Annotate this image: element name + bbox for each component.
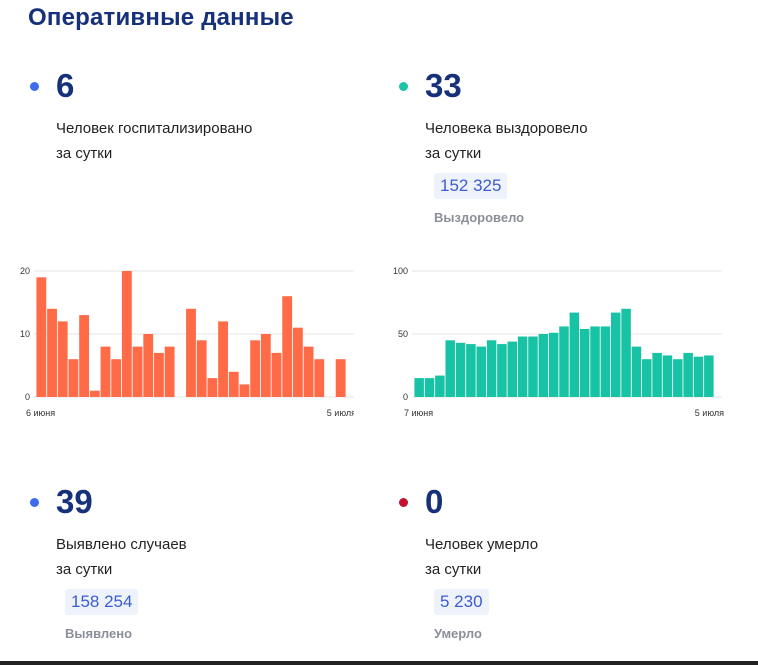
- bar: [239, 384, 250, 397]
- bar: [600, 326, 611, 397]
- bar: [154, 352, 164, 397]
- x-end-label: 5 июля: [327, 408, 354, 418]
- bar: [314, 359, 325, 397]
- recovered-chart: 0 50 100 7 июня 5 июля: [393, 266, 724, 418]
- bar: [704, 355, 714, 397]
- bar: [559, 326, 569, 397]
- bar: [507, 341, 518, 397]
- died-caption: Человек умерло за сутки: [425, 536, 539, 578]
- bar: [610, 312, 621, 397]
- y-tick-label: 0: [25, 392, 30, 402]
- bar: [642, 359, 652, 397]
- page-title: Оперативные данные: [28, 4, 294, 31]
- bar: [455, 342, 466, 397]
- bar: [652, 352, 662, 397]
- bar: [100, 346, 111, 397]
- detected-dot-icon: [30, 498, 39, 507]
- bar: [673, 359, 683, 397]
- detected-number: 39: [56, 483, 93, 520]
- bar: [335, 359, 346, 397]
- x-end-label: 5 июля: [695, 408, 724, 418]
- bar: [196, 340, 207, 397]
- recovered-total-badge: 152 325: [434, 173, 508, 199]
- bar: [435, 375, 445, 397]
- hospitalized-dot-icon: [30, 82, 39, 91]
- bar: [121, 271, 132, 397]
- bar: [292, 327, 303, 397]
- bar: [271, 352, 282, 397]
- died-dot-icon: [399, 498, 408, 507]
- x-start-label: 6 июня: [26, 408, 55, 418]
- recovered-total-label: Выздоровело: [434, 210, 525, 225]
- bar: [662, 355, 673, 397]
- died-total-label: Умерло: [434, 626, 482, 641]
- bar: [89, 390, 100, 397]
- bar: [164, 346, 175, 397]
- bar: [476, 346, 486, 397]
- detected-total-label: Выявлено: [65, 626, 133, 641]
- bar: [424, 378, 435, 397]
- hospitalized-chart: 0 10 20 6 июня 5 июля: [20, 266, 354, 418]
- bar: [579, 328, 590, 397]
- y-tick-label: 100: [393, 266, 408, 276]
- hospitalized-caption: Человек госпитализировано за сутки: [56, 120, 253, 162]
- bar: [621, 308, 631, 397]
- y-tick-label: 20: [20, 266, 30, 276]
- bar: [79, 315, 90, 397]
- bar: [186, 308, 196, 397]
- bar: [143, 334, 154, 397]
- bar: [683, 352, 693, 397]
- bar: [68, 359, 79, 397]
- bar: [569, 312, 580, 397]
- y-tick-label: 10: [20, 329, 30, 339]
- bar: [538, 334, 549, 397]
- bar: [693, 356, 704, 397]
- y-tick-label: 0: [403, 392, 408, 402]
- bar: [250, 340, 261, 397]
- bar: [466, 344, 476, 397]
- bar: [445, 340, 455, 397]
- bar: [47, 308, 57, 397]
- detected-total-badge: 158 254: [65, 589, 139, 615]
- recovered-caption: Человека выздоровело за сутки: [425, 120, 588, 162]
- bottom-border: [0, 661, 758, 665]
- stat-hospitalized: 6 Человек госпитализировано за сутки: [30, 66, 350, 176]
- bar: [132, 346, 143, 397]
- detected-caption: Выявлено случаев за сутки: [56, 536, 187, 578]
- died-number: 0: [425, 483, 444, 520]
- x-start-label: 7 июня: [404, 408, 433, 418]
- bar: [414, 378, 424, 397]
- bar: [631, 346, 642, 397]
- bar: [218, 321, 228, 397]
- bar: [517, 336, 528, 397]
- bar: [260, 334, 271, 397]
- bar: [497, 344, 507, 397]
- bar: [528, 336, 538, 397]
- stat-detected: 39 Выявлено случаев за сутки 158 254 Выя…: [30, 482, 350, 657]
- bar: [303, 346, 314, 397]
- recovered-number: 33: [425, 67, 462, 104]
- bar: [57, 321, 68, 397]
- bar: [36, 277, 47, 397]
- stat-died: 0 Человек умерло за сутки 5 230 Умерло: [399, 482, 719, 657]
- died-total-badge: 5 230: [434, 589, 489, 615]
- hospitalized-number: 6: [56, 67, 75, 104]
- bar: [486, 340, 497, 397]
- recovered-dot-icon: [399, 82, 408, 91]
- bar: [282, 296, 293, 397]
- stat-recovered: 33 Человека выздоровело за сутки 152 325…: [399, 66, 719, 241]
- bar: [207, 378, 218, 397]
- bar: [228, 371, 239, 397]
- bar: [590, 326, 600, 397]
- y-tick-label: 50: [398, 329, 408, 339]
- bar: [548, 332, 559, 397]
- bar: [111, 359, 122, 397]
